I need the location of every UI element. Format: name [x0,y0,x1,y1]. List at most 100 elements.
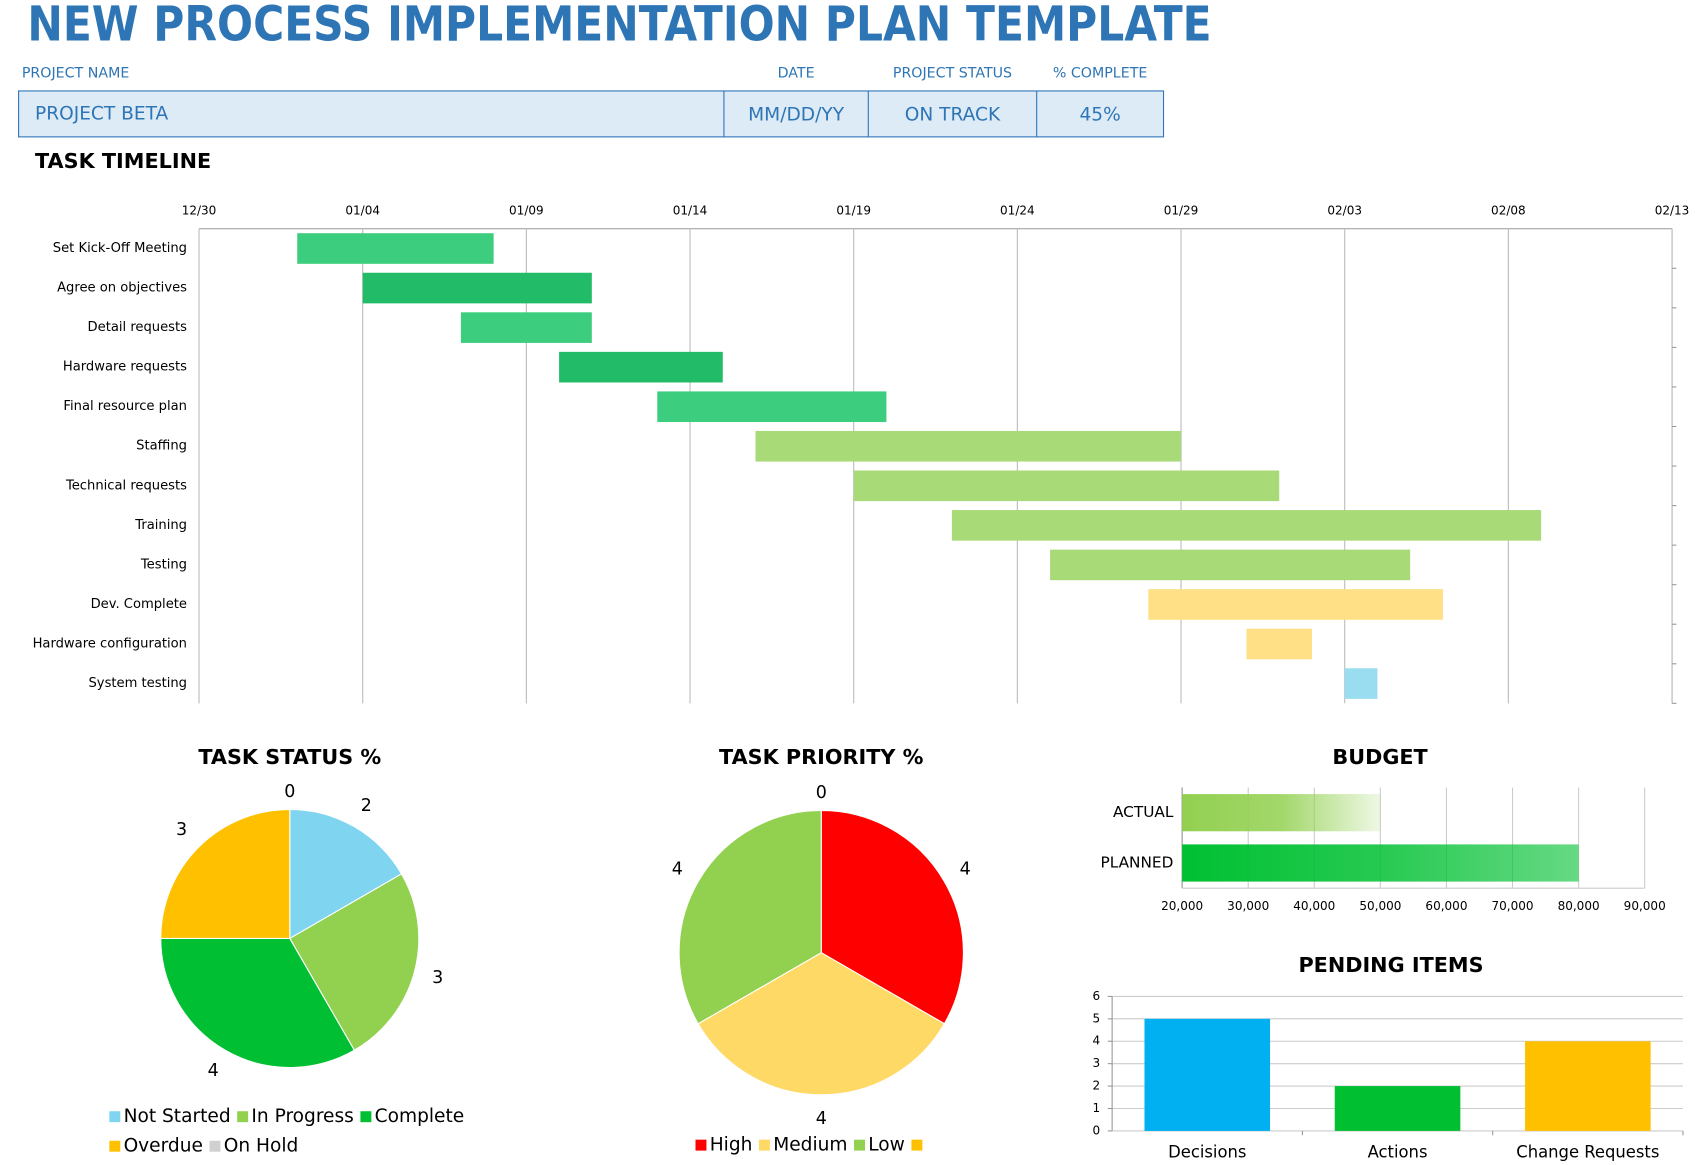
y-tick-label: 3 [1092,1056,1100,1070]
x-tick-label: 01/04 [345,204,380,218]
header-box [18,90,1165,138]
field-label: % COMPLETE [1053,65,1147,81]
x-tick-label: 01/09 [509,204,544,218]
bar [1334,1086,1461,1131]
legend-item: Complete [360,1106,464,1127]
y-tick-label: 4 [1092,1034,1100,1048]
x-tick-label: 01/29 [1164,204,1199,218]
task-label: Agree on objectives [57,281,187,296]
legend-label: Not Started [124,1106,231,1127]
field-value: MM/DD/YY [748,105,845,126]
legend-item: On Hold [209,1136,298,1157]
task-bar [297,233,494,264]
y-tick-label: 0 [1092,1123,1100,1137]
x-tick-label: 40,000 [1293,899,1335,913]
page-title: NEW PROCESS IMPLEMENTATION PLAN TEMPLATE [27,0,1211,53]
x-tick-label: 80,000 [1558,899,1600,913]
legend-swatch [758,1139,770,1151]
task-label: Testing [140,557,187,572]
bar [1144,1018,1271,1131]
x-tick-label: 01/14 [673,204,708,218]
chart-title: TASK PRIORITY % [719,745,924,769]
legend-item: Overdue [109,1136,203,1157]
slice-label: 4 [208,1061,219,1081]
y-tick-label: 5 [1092,1011,1100,1025]
x-tick-label: 70,000 [1492,899,1534,913]
chart-title: TASK TIMELINE [35,149,211,173]
task-bar [1246,628,1312,660]
slice-label: 0 [284,782,295,802]
task-bar [755,430,1182,462]
task-label: System testing [88,676,187,691]
legend-swatch [854,1139,865,1151]
legend-label: Complete [375,1106,465,1127]
y-tick-label: 2 [1092,1079,1100,1093]
chart-title: PENDING ITEMS [1298,953,1483,977]
legend-item: In Progress [237,1106,354,1127]
legend-item: Medium [758,1135,847,1156]
x-tick-label: Actions [1368,1142,1428,1161]
task-label: Dev. Complete [91,597,187,612]
x-tick-label: 01/19 [836,204,871,218]
task-label: Hardware requests [63,360,187,375]
y-tick-label: 6 [1092,989,1100,1003]
legend-item: Low [854,1135,905,1156]
legend-swatch [360,1111,372,1123]
x-tick-label: 12/30 [182,204,217,218]
x-tick-label: 02/03 [1327,204,1362,218]
pie-slice [160,937,356,1069]
legend-label: Medium [773,1135,847,1156]
task-bar [1344,668,1378,699]
bar [1182,794,1381,832]
task-label: Technical requests [65,478,187,493]
task-label: Set Kick-Off Meeting [53,241,187,256]
task-label: Hardware configuration [33,637,187,652]
legend-item [911,1139,923,1151]
x-tick-label: Change Requests [1516,1142,1659,1161]
slice-label: 4 [672,860,683,880]
task-bar [559,351,723,383]
y-tick-label: ACTUAL [1113,803,1174,821]
x-tick-label: 02/08 [1491,204,1526,218]
slice-label: 0 [816,783,827,803]
pie-slice [160,808,291,939]
legend-swatch [209,1140,221,1152]
legend-swatch [237,1111,249,1123]
chart-title: TASK STATUS % [198,745,381,769]
legend-swatch [109,1140,121,1152]
bar [1182,844,1579,882]
x-tick-label: 20,000 [1161,899,1203,913]
field-label: PROJECT NAME [22,65,129,81]
legend-item: High [695,1135,752,1156]
slice-label: 3 [432,968,443,988]
legend-label: In Progress [251,1106,353,1127]
pie-slice [289,873,420,1051]
legend-swatch [695,1139,707,1151]
x-tick-label: 01/24 [1000,204,1035,218]
slice-label: 3 [176,820,187,840]
y-tick-label: 1 [1092,1101,1100,1115]
x-tick-label: 60,000 [1425,899,1467,913]
field-value: PROJECT BETA [35,103,169,124]
legend-swatch [911,1139,923,1151]
task-bar [657,391,887,423]
x-tick-label: 02/13 [1655,204,1690,218]
x-tick-label: 90,000 [1624,899,1666,913]
slice-label: 4 [816,1109,827,1129]
field-label: PROJECT STATUS [893,65,1012,81]
y-tick-label: PLANNED [1100,853,1173,871]
task-bar [460,312,592,343]
pie-slice [678,809,822,1025]
field-label: DATE [778,65,815,81]
slice-label: 4 [960,860,971,880]
legend-item: Not Started [109,1106,231,1127]
x-tick-label: 50,000 [1359,899,1401,913]
x-tick-label: 30,000 [1227,899,1269,913]
pie-slice [820,809,964,1025]
task-bar [1148,589,1443,620]
legend-label: Low [868,1135,905,1156]
field-value: ON TRACK [905,105,1001,126]
task-bar [853,470,1280,502]
chart-title: BUDGET [1332,745,1428,769]
